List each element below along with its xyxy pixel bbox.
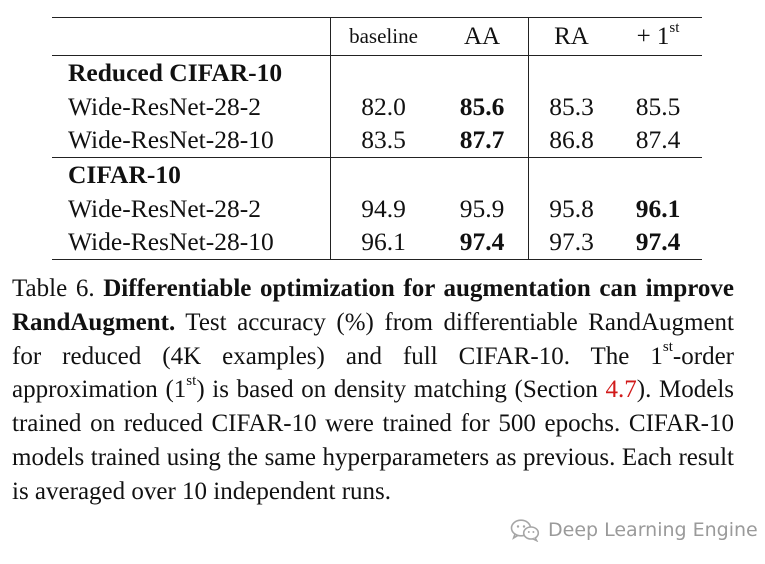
ra-value: 86.8 (528, 123, 614, 158)
caption-sup: st (186, 373, 197, 390)
results-table: baseline AA RA + 1st Reduced CIFAR-10 Wi… (52, 17, 702, 260)
baseline-value: 83.5 (330, 123, 436, 158)
group-title-row: CIFAR-10 (52, 156, 702, 192)
header-first-order-sup: st (669, 19, 680, 36)
first-order-value: 87.4 (635, 125, 681, 155)
header-ra: RA (528, 17, 614, 56)
model-name: Wide-ResNet-28-10 (68, 125, 274, 155)
table-row: Wide-ResNet-28-10 96.1 97.4 97.3 97.4 (52, 224, 702, 260)
ra-value: 95.8 (528, 191, 614, 225)
header-aa: AA (436, 17, 529, 56)
caption-sup: st (662, 339, 673, 356)
caption-text: ). Models trained on reduced CIFAR-10 we… (12, 376, 734, 505)
baseline-value: 82.0 (330, 89, 436, 124)
first-order-value: 85.5 (635, 91, 681, 121)
caption-title: Differentiable optimization for augmenta… (12, 275, 734, 336)
aa-value: 97.4 (436, 224, 529, 260)
wechat-icon (510, 518, 540, 542)
header-first-order-text: + 1 (636, 23, 670, 50)
group-title: Reduced CIFAR-10 (52, 54, 331, 90)
table-caption: Table 6. Differentiable optimization for… (12, 272, 734, 509)
table-row: Wide-ResNet-28-2 94.9 95.9 95.8 96.1 (52, 191, 702, 225)
header-empty-cell (52, 17, 331, 56)
aa-value: 87.7 (459, 125, 505, 155)
first-order-value: 97.4 (614, 224, 702, 260)
model-name: Wide-ResNet-28-2 (68, 91, 261, 121)
caption-label: Table 6. (12, 275, 95, 302)
group-title: CIFAR-10 (52, 156, 331, 192)
group-title-row: Reduced CIFAR-10 (52, 54, 702, 90)
ra-value: 97.3 (528, 224, 614, 260)
first-order-value: 96.1 (635, 193, 681, 223)
aa-value: 95.9 (459, 193, 505, 223)
table-row: Wide-ResNet-28-10 83.5 87.7 86.8 87.4 (52, 123, 702, 158)
table-row: Wide-ResNet-28-2 82.0 85.6 85.3 85.5 (52, 89, 702, 124)
header-baseline: baseline (330, 17, 436, 56)
table-header-row: baseline AA RA + 1st (52, 17, 702, 56)
watermark-text: Deep Learning Engine (548, 519, 758, 541)
baseline-value: 94.9 (330, 191, 436, 225)
watermark: Deep Learning Engine (510, 516, 758, 544)
section-reference-link[interactable]: 4.7 (605, 376, 637, 404)
aa-value: 85.6 (459, 91, 505, 121)
baseline-value: 96.1 (330, 224, 436, 260)
ra-value: 85.3 (528, 89, 614, 124)
caption-text: ) is based on density matching (Section (196, 376, 598, 404)
model-name: Wide-ResNet-28-2 (68, 193, 261, 223)
header-first-order: + 1st (614, 17, 702, 56)
caption-text: -order approximation (1 (12, 342, 734, 404)
caption-text: Test accuracy (%) from differentiable Ra… (12, 308, 734, 370)
model-name: Wide-ResNet-28-10 (52, 224, 331, 260)
